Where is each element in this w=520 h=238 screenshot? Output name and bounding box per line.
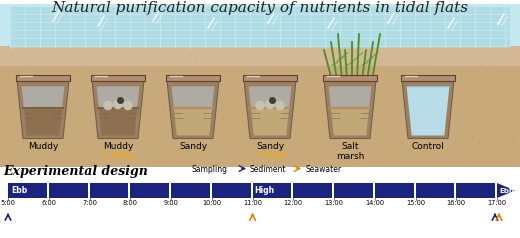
Polygon shape	[402, 80, 454, 139]
Polygon shape	[22, 86, 64, 109]
Text: Control: Control	[412, 142, 445, 150]
Bar	[212, 183, 251, 198]
Polygon shape	[0, 46, 520, 66]
Polygon shape	[167, 80, 219, 139]
Text: + biota: + biota	[253, 151, 287, 159]
Bar	[49, 183, 87, 198]
Polygon shape	[174, 109, 212, 135]
Text: High: High	[254, 186, 275, 195]
Polygon shape	[10, 6, 510, 48]
Polygon shape	[24, 109, 62, 135]
Circle shape	[255, 101, 265, 110]
Polygon shape	[97, 86, 139, 109]
Text: Ebb: Ebb	[499, 188, 514, 193]
Text: Ebb: Ebb	[11, 186, 27, 195]
Circle shape	[124, 101, 133, 110]
Polygon shape	[331, 109, 369, 135]
Polygon shape	[0, 4, 520, 46]
Polygon shape	[17, 80, 69, 139]
Text: + biota: + biota	[101, 151, 135, 159]
Text: 17:00: 17:00	[487, 200, 506, 206]
Bar	[171, 183, 210, 198]
Text: Sandy: Sandy	[179, 142, 207, 150]
Text: 15:00: 15:00	[406, 200, 425, 206]
Text: 10:00: 10:00	[202, 200, 222, 206]
Polygon shape	[0, 46, 520, 167]
Text: Salt
marsh: Salt marsh	[336, 142, 364, 161]
Bar	[415, 183, 454, 198]
Bar	[130, 183, 169, 198]
Circle shape	[276, 101, 284, 110]
Bar	[293, 183, 332, 198]
Bar	[375, 183, 413, 198]
Text: Natural purification capacity of nutrients in tidal flats: Natural purification capacity of nutrien…	[51, 1, 469, 15]
Text: 13:00: 13:00	[324, 200, 344, 206]
Text: Muddy: Muddy	[28, 142, 58, 150]
Bar	[456, 183, 495, 198]
Polygon shape	[99, 109, 137, 135]
Circle shape	[113, 100, 123, 109]
Polygon shape	[172, 86, 214, 109]
Text: 6:00: 6:00	[41, 200, 56, 206]
Text: 16:00: 16:00	[447, 200, 466, 206]
Circle shape	[103, 101, 112, 110]
Polygon shape	[407, 86, 449, 135]
FancyBboxPatch shape	[243, 75, 297, 81]
Polygon shape	[324, 80, 376, 139]
Text: 9:00: 9:00	[164, 200, 178, 206]
Polygon shape	[92, 80, 144, 139]
Polygon shape	[497, 183, 515, 198]
Text: Sediment: Sediment	[250, 165, 287, 174]
Bar	[334, 183, 373, 198]
Polygon shape	[249, 86, 291, 109]
Bar	[253, 183, 291, 198]
Text: 14:00: 14:00	[365, 200, 384, 206]
Polygon shape	[244, 80, 296, 139]
Text: 7:00: 7:00	[82, 200, 97, 206]
Text: Experimental design: Experimental design	[3, 165, 148, 178]
FancyBboxPatch shape	[91, 75, 145, 81]
Text: 8:00: 8:00	[123, 200, 138, 206]
Circle shape	[266, 100, 275, 109]
Text: Muddy: Muddy	[103, 142, 133, 150]
Text: Seawater: Seawater	[305, 165, 341, 174]
Polygon shape	[251, 109, 289, 135]
Bar	[89, 183, 128, 198]
Bar	[8, 183, 47, 198]
Text: 11:00: 11:00	[243, 200, 262, 206]
FancyBboxPatch shape	[16, 75, 70, 81]
Text: Sampling: Sampling	[192, 165, 228, 174]
Text: 5:00: 5:00	[1, 200, 16, 206]
FancyBboxPatch shape	[166, 75, 220, 81]
FancyBboxPatch shape	[401, 75, 455, 81]
Polygon shape	[329, 86, 371, 109]
Text: Sandy: Sandy	[256, 142, 284, 150]
FancyBboxPatch shape	[323, 75, 377, 81]
Text: 12:00: 12:00	[284, 200, 303, 206]
